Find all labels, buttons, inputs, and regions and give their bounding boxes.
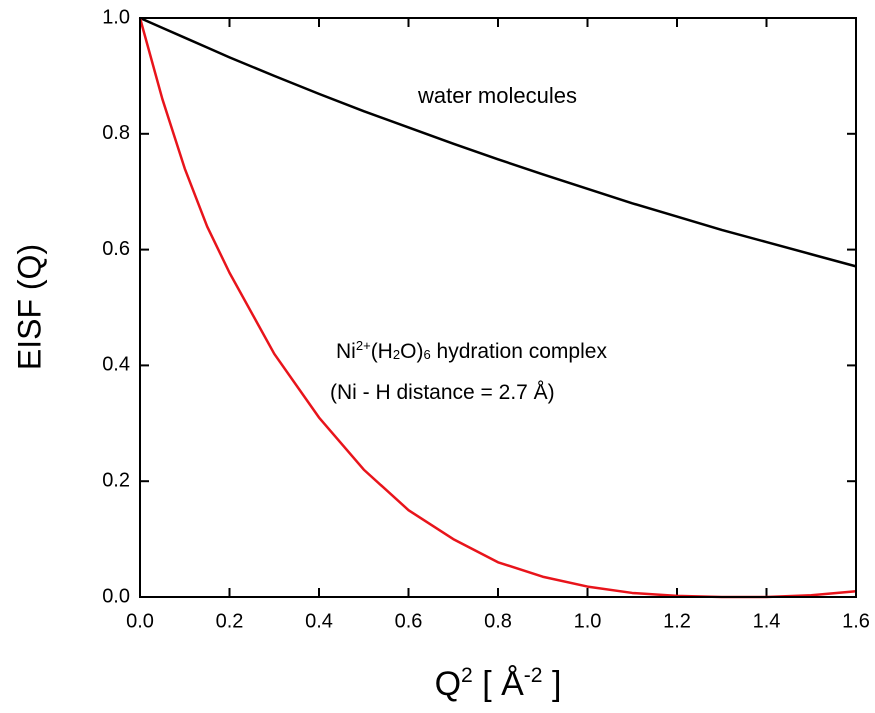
annotation-part: hydration complex: [431, 340, 608, 363]
x-axis-title-part: 2: [461, 664, 473, 687]
y-tick-label: 0.0: [102, 585, 130, 607]
annotation-part: Ni: [336, 340, 356, 363]
x-tick-label: 1.0: [574, 610, 602, 632]
x-tick-label: 1.2: [663, 610, 691, 632]
y-tick-label: 0.2: [102, 469, 130, 491]
y-tick-label: 0.4: [102, 354, 130, 376]
x-tick-label: 0.8: [484, 610, 512, 632]
plot-frame: [139, 17, 857, 598]
annotation: water molecules: [417, 83, 577, 108]
annotation-part: 2: [393, 347, 400, 362]
x-tick-label: 0.2: [216, 610, 244, 632]
x-axis-title-part: Q: [435, 665, 461, 703]
x-tick-label: 0.6: [395, 610, 423, 632]
annotation-part: 6: [423, 347, 430, 362]
x-tick-label: 0.4: [305, 610, 333, 632]
x-axis-title-part: ]: [543, 665, 562, 703]
y-axis-title: EISF (Q): [11, 244, 47, 370]
y-tick-label: 1.0: [102, 6, 130, 28]
annotation-part: O): [400, 340, 423, 363]
y-tick-label: 0.8: [102, 122, 130, 144]
annotation: Ni2+(H2O)6 hydration complex: [336, 338, 607, 363]
x-axis-title: Q2 [ Å-2 ]: [435, 664, 562, 703]
x-tick-label: 0.0: [126, 610, 154, 632]
annotation-part: 2+: [356, 338, 371, 353]
x-tick-label: 1.6: [842, 610, 870, 632]
annotation-part: water molecules: [417, 83, 577, 108]
x-tick-label: 1.4: [753, 610, 781, 632]
x-axis-title-part: -2: [524, 664, 543, 687]
annotation: (Ni - H distance = 2.7 Å): [330, 381, 555, 404]
y-tick-label: 0.6: [102, 238, 130, 260]
series-line: [139, 16, 857, 268]
x-axis-title-part: [ Å: [473, 665, 524, 703]
annotation-part: (H: [371, 340, 393, 363]
annotation-part: (Ni - H distance = 2.7 Å): [330, 381, 555, 404]
